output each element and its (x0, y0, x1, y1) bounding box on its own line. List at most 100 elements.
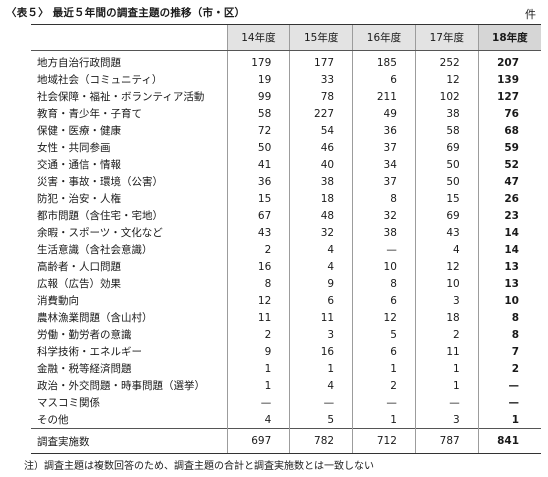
row-value: 37 (352, 139, 416, 156)
column-header: 14年度 (226, 24, 290, 51)
row-value: 7 (477, 343, 541, 360)
row-value: — (352, 394, 416, 411)
table-row: 女性・共同参画 50 46 37 69 59 (31, 139, 541, 156)
total-value: 787 (414, 428, 479, 454)
row-value: — (414, 394, 479, 411)
row-value: 1 (289, 360, 353, 377)
row-value: 1 (414, 377, 479, 394)
row-label: 労働・勤労者の意識 (37, 329, 132, 341)
header-row: 14年度 15年度 16年度 17年度 18年度 (31, 24, 541, 51)
row-value: 69 (414, 207, 479, 224)
row-value: 185 (352, 50, 416, 71)
row-value: 9 (226, 343, 290, 360)
row-value: 18 (289, 190, 353, 207)
table-row: 政治・外交問題・時事問題（選挙） 1 4 2 1— (31, 377, 541, 394)
row-value: 6 (352, 292, 416, 309)
row-value: 179 (226, 50, 290, 71)
table-row: 交通・通信・情報 41 40 34 50 52 (31, 156, 541, 173)
row-value: 102 (414, 88, 479, 105)
row-label: 女性・共同参画 (37, 142, 111, 154)
row-label: 災害・事故・環境（公害） (37, 176, 163, 188)
row-value: — (289, 394, 353, 411)
survey-theme-table: 14年度 15年度 16年度 17年度 18年度 地方自治行政問題 179 177 1… (31, 24, 541, 454)
row-value: 38 (289, 173, 353, 190)
row-value: 72 (226, 122, 290, 139)
row-value: — (477, 394, 541, 411)
column-header: 17年度 (414, 24, 479, 51)
row-value: 3 (289, 326, 353, 343)
table-row: 都市問題（含住宅・宅地） 67 48 32 69 23 (31, 207, 541, 224)
row-value: 2 (414, 326, 479, 343)
table-title: 〈表５〉 最近５年間の調査主題の推移（市・区） (6, 7, 246, 19)
row-value: 252 (414, 50, 479, 71)
row-value: 23 (477, 207, 541, 224)
table-row: 広報（広告）効果 8 9 8 10 13 (31, 275, 541, 292)
row-label: 余暇・スポーツ・文化など (37, 227, 163, 239)
row-label: 交通・通信・情報 (37, 159, 121, 171)
table-row: 災害・事故・環境（公害） 36 38 37 50 47 (31, 173, 541, 190)
row-value: 10 (414, 275, 479, 292)
row-value: 50 (226, 139, 290, 156)
row-value: 40 (289, 156, 353, 173)
header-blank-cell (31, 24, 227, 51)
row-value: 43 (226, 224, 290, 241)
row-value: — (477, 377, 541, 394)
row-label: 地域社会（コミュニティ） (37, 74, 163, 86)
total-label: 調査実施数 (31, 428, 227, 454)
row-label: 消費動向 (37, 295, 79, 307)
total-row: 調査実施数 697 782 712 787 841 (31, 428, 541, 454)
row-label: 生活意識（含社会意識） (37, 244, 153, 256)
row-label: 防犯・治安・人権 (37, 193, 121, 205)
row-label: 教育・青少年・子育て (37, 108, 142, 120)
row-value: 18 (414, 309, 479, 326)
row-value: 41 (226, 156, 290, 173)
row-value: 33 (289, 71, 353, 88)
row-value: 15 (414, 190, 479, 207)
row-value: 67 (226, 207, 290, 224)
row-value: 26 (477, 190, 541, 207)
row-value: 14 (477, 241, 541, 258)
row-value: 1 (477, 411, 541, 429)
row-value: 4 (289, 377, 353, 394)
row-value: 52 (477, 156, 541, 173)
total-value: 697 (226, 428, 290, 454)
table-row: その他 4 5 1 3 1 (31, 411, 541, 429)
table-row: 農林漁業問題（含山村） 11 11 12 18 8 (31, 309, 541, 326)
row-value: 1 (352, 360, 416, 377)
row-value: 68 (477, 122, 541, 139)
row-label: 金融・税等経済問題 (37, 363, 132, 375)
row-value: 11 (226, 309, 290, 326)
row-value: 12 (414, 258, 479, 275)
row-value: 139 (477, 71, 541, 88)
table-row: 科学技術・エネルギー 9 16 6 11 7 (31, 343, 541, 360)
table-row: マスコミ関係 — — — — — (31, 394, 541, 411)
row-value: 14 (477, 224, 541, 241)
row-label: 地方自治行政問題 (37, 57, 121, 69)
row-value: 13 (477, 258, 541, 275)
row-label: 社会保障・福祉・ボランティア活動 (37, 91, 205, 103)
row-value: 36 (226, 173, 290, 190)
row-value: 38 (414, 105, 479, 122)
row-value: 38 (352, 224, 416, 241)
row-value: 47 (477, 173, 541, 190)
row-value: — (226, 394, 290, 411)
table-row: 地域社会（コミュニティ） 19 33 6 12 139 (31, 71, 541, 88)
row-value: 2 (477, 360, 541, 377)
row-value: 19 (226, 71, 290, 88)
row-value: 46 (289, 139, 353, 156)
row-label: 農林漁業問題（含山村） (37, 312, 153, 324)
table-row: 防犯・治安・人権 15 18 8 15 26 (31, 190, 541, 207)
row-label: 保健・医療・健康 (37, 125, 121, 137)
table-row: 金融・税等経済問題 1 1 1 1 2 (31, 360, 541, 377)
row-value: 2 (226, 241, 290, 258)
row-value: 12 (352, 309, 416, 326)
row-value: 37 (352, 173, 416, 190)
row-value: 2 (226, 326, 290, 343)
row-value: 54 (289, 122, 353, 139)
row-value: 4 (289, 241, 353, 258)
row-value: 3 (414, 292, 479, 309)
row-value: 1 (414, 360, 479, 377)
row-value: 16 (289, 343, 353, 360)
row-value: 12 (226, 292, 290, 309)
row-label: マスコミ関係 (37, 397, 100, 409)
